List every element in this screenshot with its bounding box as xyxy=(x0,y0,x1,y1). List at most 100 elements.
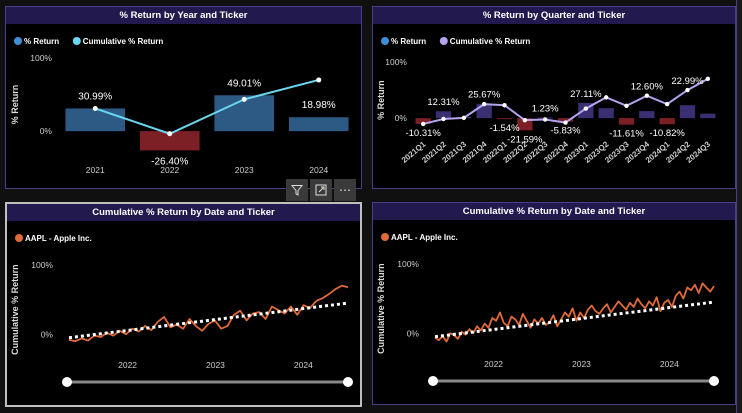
range-slider-handle-start xyxy=(428,376,438,386)
bar xyxy=(557,118,574,122)
x-tick-label: 2024 xyxy=(309,165,328,175)
y-tick-label: 0% xyxy=(41,329,54,339)
x-tick-label: 2021 xyxy=(86,165,105,175)
y-axis-title: % Return xyxy=(10,85,20,125)
bar xyxy=(517,118,533,131)
visual-header-toolbar: ⋯ xyxy=(286,179,356,201)
bar xyxy=(659,118,675,125)
data-label: -10.82% xyxy=(649,128,685,139)
bar xyxy=(700,113,716,119)
data-label: 27.11% xyxy=(570,89,602,100)
filter-icon[interactable] xyxy=(286,179,308,201)
cumulative-point xyxy=(167,131,173,137)
cumulative-point xyxy=(92,105,98,111)
chart-panel-cumulative-left[interactable]: Cumulative % Return by Date and Ticker A… xyxy=(5,202,362,407)
cumulative-point xyxy=(241,96,247,102)
chart-title: Cumulative % Return by Date and Ticker xyxy=(373,203,735,220)
range-slider-handle-start xyxy=(62,377,72,387)
y-tick-label: 100% xyxy=(385,57,407,67)
chart-title: % Return by Quarter and Ticker xyxy=(373,7,735,24)
data-label: 12.60% xyxy=(631,82,664,93)
bar xyxy=(679,105,696,119)
cumulative-point xyxy=(603,95,609,100)
legend-marker xyxy=(381,37,389,45)
x-tick-label: 2023 xyxy=(206,360,225,370)
x-tick-label: 2022 xyxy=(484,359,503,369)
chart-panel-quarter[interactable]: % Return by Quarter and Ticker % Return C… xyxy=(372,6,736,189)
data-label: -5.83% xyxy=(550,125,581,136)
x-tick-label: 2022 xyxy=(160,165,179,175)
data-label: 1.23% xyxy=(532,103,559,114)
y-axis-title: % Return xyxy=(376,80,386,120)
data-label: -10.31% xyxy=(405,128,441,139)
cumulative-return-chart-left: AAPL - Apple Inc. 100% 0% Cumulative % Retu… xyxy=(10,234,353,387)
cumulative-line xyxy=(94,78,320,135)
legend-marker xyxy=(72,37,81,45)
return-by-quarter-chart: % Return Cumulative % Return 100% 0% % Retur… xyxy=(376,37,716,165)
chart-title: Cumulative % Return by Date and Ticker xyxy=(7,204,360,221)
data-label: 22.99% xyxy=(671,76,704,87)
y-axis-title: Cumulative % Return xyxy=(10,264,20,355)
cumulative-point xyxy=(522,117,528,123)
cumulative-point xyxy=(461,115,467,121)
y-tick-label: 100% xyxy=(30,53,52,63)
more-options-button[interactable]: ⋯ xyxy=(334,179,356,201)
chart-panel-cumulative-right[interactable]: Cumulative % Return by Date and Ticker A… xyxy=(372,202,736,405)
cumulative-point xyxy=(420,121,426,127)
legend-entry: % Return xyxy=(24,37,59,46)
y-tick-label: 100% xyxy=(31,260,53,270)
data-label: -21.59% xyxy=(507,134,543,145)
legend-marker xyxy=(15,234,23,242)
cumulative-point xyxy=(583,106,589,111)
data-label: -26.40% xyxy=(151,156,188,167)
legend-entry: AAPL - Apple Inc. xyxy=(391,233,458,242)
price-return-line xyxy=(434,282,715,343)
x-tick-label: 2024 xyxy=(294,360,313,370)
bar xyxy=(496,118,513,120)
legend-marker xyxy=(439,37,448,45)
bar xyxy=(435,111,452,119)
data-label: -11.61% xyxy=(609,129,644,140)
cumulative-point xyxy=(441,116,446,122)
bar xyxy=(65,108,126,132)
cumulative-return-chart-right: AAPL - Apple Inc. 100% 0% Cumulative % Retu… xyxy=(376,233,719,386)
bar xyxy=(415,118,431,124)
return-by-year-chart: % Return Cumulative % Return 100% 0% % Retur… xyxy=(10,37,349,175)
right-edge-panel xyxy=(736,0,742,413)
cumulative-point xyxy=(624,103,629,109)
chart-panel-year[interactable]: % Return by Year and Ticker % Return Cumu… xyxy=(5,6,362,189)
y-tick-label: 0% xyxy=(395,113,408,123)
data-label: 18.98% xyxy=(302,100,336,111)
cumulative-point xyxy=(685,87,690,93)
y-tick-label: 100% xyxy=(397,259,419,269)
cumulative-point xyxy=(316,77,322,83)
y-axis-title: Cumulative % Return xyxy=(376,263,386,354)
legend-entry: Cumulative % Return xyxy=(450,37,531,46)
data-label: 25.67% xyxy=(468,90,501,101)
x-tick-label: 2023 xyxy=(572,359,591,369)
legend-marker xyxy=(381,233,389,241)
cumulative-point xyxy=(705,76,711,82)
cumulative-point xyxy=(502,103,507,108)
focus-mode-icon[interactable] xyxy=(310,179,332,201)
bar xyxy=(618,118,635,125)
legend-entry: Cumulative % Return xyxy=(83,37,164,46)
y-tick-label: 0% xyxy=(407,328,420,338)
legend-entry: % Return xyxy=(391,37,426,46)
legend-marker xyxy=(14,37,22,45)
cumulative-point xyxy=(542,117,548,122)
bar xyxy=(598,108,614,119)
y-tick-label: 0% xyxy=(40,126,53,136)
trend-line xyxy=(68,301,349,340)
data-label: 30.99% xyxy=(78,91,112,102)
cumulative-point xyxy=(664,101,670,107)
cumulative-point xyxy=(481,101,487,107)
x-tick-label: 2022 xyxy=(118,360,137,370)
range-slider-handle-end xyxy=(343,377,353,387)
x-tick-label: 2024 xyxy=(660,359,679,369)
bar xyxy=(139,131,200,151)
legend-entry: AAPL - Apple Inc. xyxy=(25,234,92,243)
cumulative-point xyxy=(563,120,568,125)
data-label: 12.31% xyxy=(427,97,460,108)
data-label: 49.01% xyxy=(227,78,261,89)
